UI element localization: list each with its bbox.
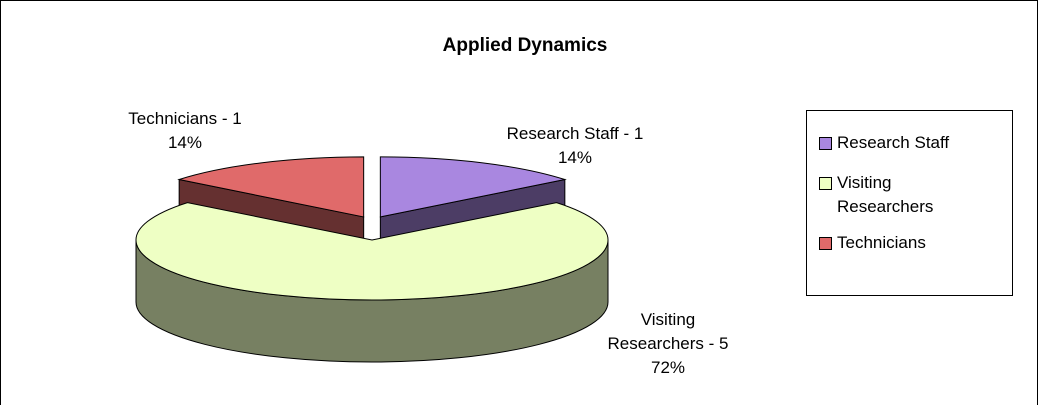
legend-swatch [819, 237, 832, 250]
data-label-line: Research Staff - 1 [506, 124, 644, 143]
legend-label: Visiting Researchers [837, 173, 934, 216]
pie-slice [379, 156, 567, 218]
legend: Research Staff Visiting Researchers Techni… [806, 110, 1013, 296]
pie-slice [135, 202, 609, 301]
data-label: Technicians - 1 14% [128, 107, 241, 155]
chart-title: Applied Dynamics [443, 35, 608, 56]
data-label-line: 14% [167, 133, 203, 152]
legend-label: Research Staff [837, 133, 950, 152]
pie-slice [177, 156, 365, 218]
legend-item: Technicians [819, 231, 1009, 255]
data-label-line: Technicians - 1 [128, 109, 242, 128]
data-label-line: 72% [650, 358, 686, 377]
data-label-line: Visiting [640, 310, 696, 329]
legend-item: Research Staff [819, 131, 1009, 155]
legend-swatch [819, 177, 832, 190]
legend-item: Visiting Researchers [819, 171, 1009, 219]
data-label: Visiting Researchers - 5 72% [608, 308, 729, 380]
data-label: Research Staff - 1 14% [507, 122, 644, 170]
data-label-line: 14% [557, 148, 593, 167]
legend-swatch [819, 137, 832, 150]
data-label-line: Researchers - 5 [607, 334, 729, 353]
legend-label: Technicians [837, 233, 926, 252]
